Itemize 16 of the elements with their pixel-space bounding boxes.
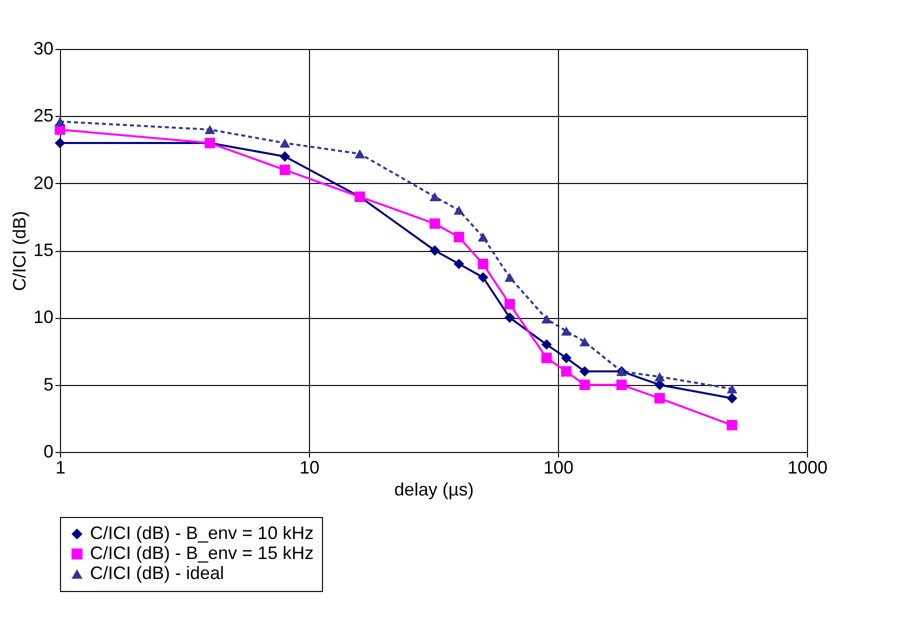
y-tick-label: 10	[33, 307, 54, 328]
legend-label: C/ICI (dB) - ideal	[90, 563, 224, 583]
y-tick-label: 15	[33, 240, 54, 260]
y-tick-label: 25	[33, 106, 54, 126]
x-tick-label: 1	[55, 458, 66, 478]
y-tick-label: 20	[33, 172, 54, 193]
x-tick-label: 10	[299, 458, 320, 478]
x-tick-label: 100	[543, 458, 574, 478]
y-tick-label: 5	[43, 374, 54, 394]
x-axis-title: delay (µs)	[394, 480, 474, 500]
y-axis-title: C/ICI (dB)	[9, 210, 30, 292]
y-tick-label: 0	[43, 442, 54, 462]
legend-label: C/ICI (dB) - B_env = 15 kHz	[90, 543, 314, 563]
x-tick-label: 1000	[787, 458, 828, 478]
legend-label: C/ICI (dB) - B_env = 10 kHz	[90, 523, 314, 543]
y-tick-label: 30	[33, 38, 54, 58]
